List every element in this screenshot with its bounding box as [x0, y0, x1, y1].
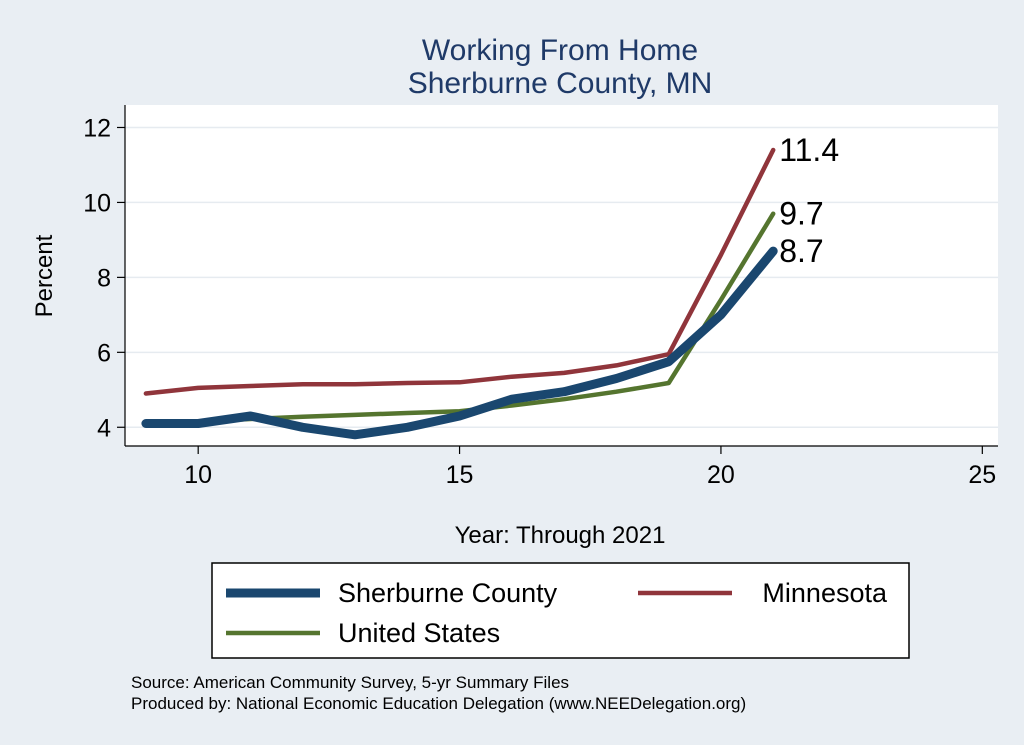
- chart-title: Working From Home: [422, 34, 698, 67]
- series-line-sherburne-county: [141, 246, 778, 440]
- legend: Sherburne County Minnesota United States: [211, 562, 910, 659]
- y-tick-label: 12: [83, 114, 111, 142]
- series-lines: [141, 147, 778, 440]
- y-axis-title: Percent: [31, 234, 58, 317]
- chart-subtitle: Sherburne County, MN: [408, 67, 713, 100]
- end-label-sherburne-county: 8.7: [779, 233, 823, 269]
- end-label-minnesota: 11.4: [779, 132, 839, 168]
- legend-box: [211, 562, 910, 659]
- y-tick-label: 10: [83, 189, 111, 217]
- end-label-united-states: 9.7: [779, 196, 823, 232]
- x-tick-label: 15: [446, 461, 474, 489]
- producer-note: Produced by: National Economic Education…: [131, 694, 746, 713]
- x-tick-label: 10: [184, 461, 212, 489]
- y-tick-label: 6: [97, 339, 111, 367]
- legend-items: Sherburne County Minnesota United States: [226, 578, 888, 648]
- x-tick-label: 20: [707, 461, 735, 489]
- x-axis-title: Year: Through 2021: [455, 522, 666, 549]
- legend-label-sherburne-county: Sherburne County: [338, 578, 558, 608]
- y-tick-label: 4: [97, 414, 111, 442]
- x-tick-label: 25: [968, 461, 996, 489]
- source-note: Source: American Community Survey, 5-yr …: [131, 673, 569, 692]
- series-line-minnesota: [143, 147, 776, 396]
- legend-label-minnesota: Minnesota: [762, 578, 888, 608]
- axes: 4 6 8 10 12 10 15 20 25: [83, 105, 998, 489]
- legend-label-united-states: United States: [338, 618, 500, 648]
- end-labels: 8.7 11.4 9.7: [779, 132, 839, 269]
- grid-lines: [125, 126, 998, 429]
- y-tick-label: 8: [97, 264, 111, 292]
